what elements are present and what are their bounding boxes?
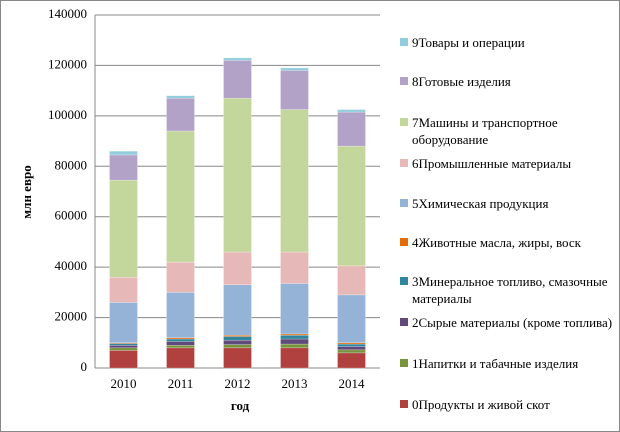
bar-segment [166,341,195,346]
bar-segment [337,349,366,354]
bar-segment [109,302,138,344]
bar-segment [337,352,366,369]
bar-segment [280,251,309,284]
legend-item: 3Минеральное топливо, смазочные материал… [400,273,615,307]
bar-segment [223,340,252,345]
legend-swatch [400,77,408,85]
legend-label: 5Химическая продукция [412,196,549,211]
y-tick-label: 0 [81,359,88,374]
legend-label: 7Машины и транспортное оборудование [412,115,558,147]
y-tick-label: 40000 [55,258,88,273]
bar-segment [280,347,309,369]
x-tick-label: 2012 [225,376,251,391]
legend-item: 9Товары и операции [400,34,525,51]
bar-segment [109,347,138,351]
bar-segment [109,345,138,349]
bar-segment [166,97,195,132]
x-tick-label: 2013 [282,376,308,391]
x-tick-label: 2014 [339,376,366,391]
legend-label: 2Сырые материалы (кроме топлива) [412,315,613,330]
legend-label: 0Продукты и живой скот [412,397,550,412]
bar-segment [337,265,366,296]
bar-segment [166,261,195,293]
bar-segment [109,343,138,346]
bar-segment [337,343,366,347]
x-tick-label: 2010 [111,376,137,391]
bar-segment [223,97,252,253]
bar-segment [166,130,195,263]
legend-label: 8Готовые изделия [412,74,511,89]
legend-swatch [400,159,408,167]
bar-segment [166,338,195,342]
bar-segment [109,150,138,156]
bar-segment [280,283,309,335]
legend-label: 9Товары и операции [412,35,525,50]
legend-label: 3Минеральное топливо, смазочные материал… [412,274,608,306]
bar-segment [109,276,138,303]
bar-segment [337,346,366,351]
x-axis-label: год [231,398,250,413]
y-tick-label: 140000 [48,6,87,21]
legend-swatch [400,38,408,46]
legend-label: 6Промышленные материалы [412,156,572,171]
legend-item: 5Химическая продукция [400,195,548,212]
y-tick-label: 80000 [55,157,88,172]
legend-item: 8Готовые изделия [400,73,511,90]
bar-segment [166,345,195,349]
bar-segment [223,336,252,341]
legend-label: 1Напитки и табачные изделия [412,356,579,371]
bar-segment [166,347,195,369]
bar-segment [280,67,309,71]
bar-segment [166,95,195,99]
legend-swatch [400,118,408,126]
bar-segment [280,109,309,253]
bar-segment [337,109,366,113]
bar-segment [280,334,309,340]
legend-swatch [400,238,408,246]
x-tick-label: 2011 [168,376,194,391]
legend-item: 2Сырые материалы (кроме топлива) [400,314,612,331]
legend-item: 0Продукты и живой скот [400,396,550,413]
bar-segment [337,111,366,147]
bar-segment [280,70,309,110]
bar-segment [223,60,252,99]
bar-segment [223,344,252,349]
legend-swatch [400,359,408,367]
legend-swatch [400,277,408,285]
bar-segment [337,294,366,344]
y-tick-label: 100000 [48,107,87,122]
bar-segment [223,284,252,336]
bar-segment [223,347,252,369]
legend-item: 1Напитки и табачные изделия [400,355,578,372]
legend-swatch [400,400,408,408]
legend-swatch [400,318,408,326]
y-tick-label: 60000 [55,208,88,223]
legend-label: 4Животные масла, жиры, воск [412,235,581,250]
bar-segment [337,145,366,267]
legend-swatch [400,199,408,207]
y-tick-label: 20000 [55,309,88,324]
y-tick-label: 120000 [48,56,87,71]
bar-segment [109,350,138,369]
legend-item: 7Машины и транспортное оборудование [400,114,615,148]
bar-segment [109,154,138,181]
bar-segment [109,179,138,278]
bar-segment [166,292,195,338]
legend-item: 4Животные масла, жиры, воск [400,234,581,251]
bar-segment [280,338,309,345]
bar-segment [280,343,309,349]
bar-segment [223,251,252,286]
y-axis-label: млн евро [19,165,34,218]
legend-item: 6Промышленные материалы [400,155,571,172]
bar-segment [223,57,252,61]
